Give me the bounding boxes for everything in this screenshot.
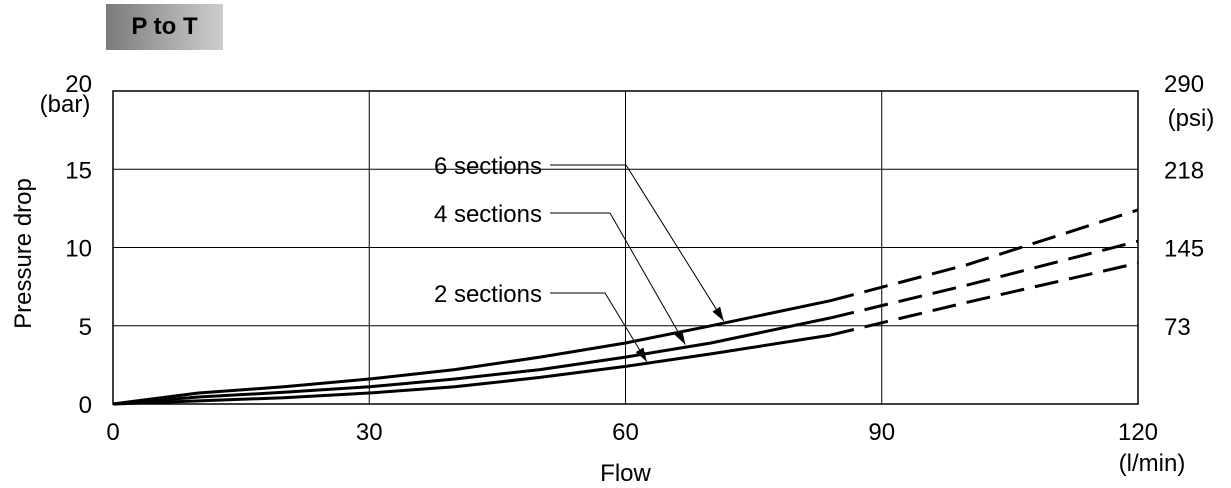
annotation-arrowhead xyxy=(674,330,686,345)
annotation-leader xyxy=(550,164,725,322)
series-line-solid-3 xyxy=(112,333,831,406)
y-tick-label-left: 20 xyxy=(65,71,92,98)
annotation-arrowhead xyxy=(712,306,724,322)
x-axis-unit: (l/min) xyxy=(1119,450,1186,477)
x-tick-label: 90 xyxy=(868,419,895,446)
y-tick-label-left: 5 xyxy=(79,314,92,341)
annotation-leader xyxy=(550,212,686,345)
series-line-dashed-3 xyxy=(830,261,1139,337)
tick-labels: 0 30 60 90 120 0 5 10 15 20 73 145 218 290 xyxy=(65,71,1204,446)
y-tick-label-right: 145 xyxy=(1164,236,1204,263)
series-line-dashed-2 xyxy=(830,239,1139,320)
annotation-leader xyxy=(550,292,648,363)
grid xyxy=(113,91,1138,404)
annotation-label: 6 sections xyxy=(434,153,542,180)
chart-badge: P to T xyxy=(106,4,223,50)
annotation-label: 4 sections xyxy=(434,201,542,228)
plot-frame xyxy=(112,90,1139,405)
series-line-dashed-1 xyxy=(830,208,1139,303)
x-axis-label: Flow xyxy=(600,460,651,487)
y-tick-label-right: 218 xyxy=(1164,157,1204,184)
annotations: 6 sections 4 sections 2 sections xyxy=(434,153,725,363)
y-tick-label-right: 290 xyxy=(1164,71,1204,98)
x-tick-label: 120 xyxy=(1118,419,1158,446)
y-tick-label-left: 0 xyxy=(79,392,92,419)
y-axis-label: Pressure drop xyxy=(10,178,37,329)
annotation-label: 2 sections xyxy=(434,281,542,308)
annotation-arrowhead xyxy=(635,347,647,362)
series-line-solid-2 xyxy=(112,316,831,406)
y-tick-label-left: 10 xyxy=(65,236,92,263)
y-tick-label-right: 73 xyxy=(1164,314,1191,341)
x-tick-label: 0 xyxy=(106,419,119,446)
x-tick-label: 30 xyxy=(356,419,383,446)
y-axis-left-unit: (bar) xyxy=(40,91,91,118)
y-axis-right-unit: (psi) xyxy=(1168,105,1215,132)
x-tick-label: 60 xyxy=(612,419,639,446)
y-tick-label-left: 15 xyxy=(65,157,92,184)
